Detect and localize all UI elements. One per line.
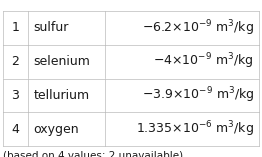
Text: $-6.2{\times}10^{-9}$ m$^3$/kg: $-6.2{\times}10^{-9}$ m$^3$/kg (142, 18, 254, 38)
Text: 1: 1 (12, 21, 19, 34)
Text: $-3.9{\times}10^{-9}$ m$^3$/kg: $-3.9{\times}10^{-9}$ m$^3$/kg (141, 86, 254, 105)
Text: 2: 2 (12, 55, 19, 68)
Text: sulfur: sulfur (34, 21, 69, 34)
Text: selenium: selenium (34, 55, 90, 68)
Text: (based on 4 values; 2 unavailable): (based on 4 values; 2 unavailable) (3, 151, 183, 157)
Text: $-4{\times}10^{-9}$ m$^3$/kg: $-4{\times}10^{-9}$ m$^3$/kg (154, 52, 254, 71)
Text: 3: 3 (12, 89, 19, 102)
Text: 4: 4 (12, 123, 19, 136)
Text: tellurium: tellurium (34, 89, 90, 102)
Text: oxygen: oxygen (34, 123, 79, 136)
Text: $1.335{\times}10^{-6}$ m$^3$/kg: $1.335{\times}10^{-6}$ m$^3$/kg (136, 119, 254, 139)
